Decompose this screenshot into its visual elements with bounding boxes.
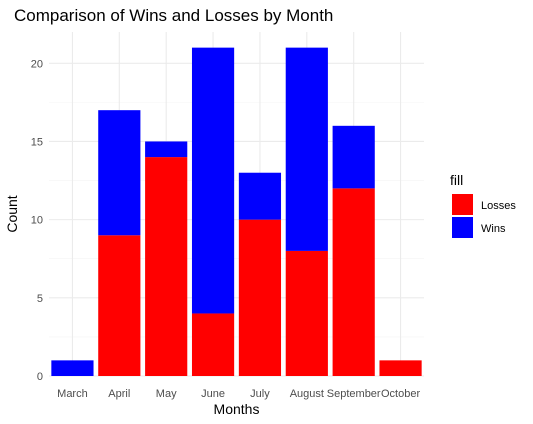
bar-wins-august [285,47,328,251]
x-tick-label: August [290,388,324,400]
bar-losses-april [98,235,141,376]
bar-wins-april [98,110,141,236]
bars [51,47,422,376]
y-tick-label: 15 [31,136,43,148]
x-tick-label: May [156,388,177,400]
bar-losses-july [238,219,282,376]
y-tick-labels: 0 5 10 15 20 [31,58,43,383]
legend-key-losses [452,194,473,215]
legend-label-losses: Losses [481,200,516,212]
bar-wins-september [332,125,375,189]
bar-losses-september [332,188,375,376]
x-tick-label: April [108,388,130,400]
x-tick-label: June [201,388,225,400]
x-tick-label: July [250,388,270,400]
bar-losses-august [285,250,328,376]
bar-losses-may [145,157,188,376]
y-tick-label: 0 [37,371,43,383]
x-axis-title: Months [214,401,260,417]
legend-items: Losses Wins [452,194,516,238]
x-tick-label: March [57,388,88,400]
bar-wins-march [51,360,94,376]
bar-wins-june [191,47,235,314]
x-tick-label: October [381,388,420,400]
bar-losses-june [191,313,235,376]
legend-title: fill [450,172,463,188]
x-tick-labels: March April May June July August September Octo… [57,388,420,400]
y-tick-label: 10 [31,215,43,227]
legend-label-wins: Wins [481,223,506,235]
y-tick-label: 20 [31,58,43,70]
x-tick-label: September [327,388,381,400]
y-tick-label: 5 [37,293,43,305]
y-axis-title: Count [4,195,20,232]
legend-key-wins [452,217,473,238]
bar-losses-october [379,360,422,376]
bar-wins-may [145,141,188,158]
legend: fill Losses Wins [450,172,516,238]
bar-wins-july [238,172,282,220]
chart-title: Comparison of Wins and Losses by Month [14,6,333,25]
